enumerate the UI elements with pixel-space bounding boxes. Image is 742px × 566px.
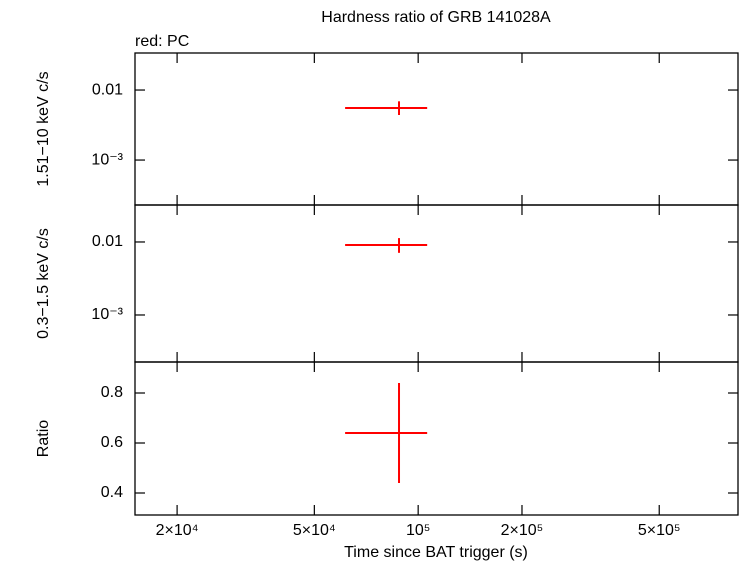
x-tick-label: 10⁵	[406, 522, 430, 539]
y-axis-label: 0.3−1.5 keV c/s	[35, 228, 52, 339]
y-tick-label: 0.8	[101, 384, 123, 401]
x-tick-label: 2×10⁵	[501, 522, 544, 539]
y-tick-label: 10⁻³	[91, 306, 123, 323]
x-tick-label: 5×10⁵	[638, 522, 681, 539]
plot-frame	[134, 52, 739, 206]
plot-frame	[134, 204, 739, 363]
y-axis-label: 1.51−10 keV c/s	[35, 71, 52, 186]
x-tick-label: 2×10⁴	[156, 522, 199, 539]
y-tick-label: 0.6	[101, 434, 123, 451]
plot-frame	[134, 361, 739, 516]
x-tick-label: 5×10⁴	[293, 522, 336, 539]
y-tick-label: 0.4	[101, 484, 123, 501]
annotation: red: PC	[135, 33, 189, 50]
x-axis-label: Time since BAT trigger (s)	[344, 544, 528, 561]
y-tick-label: 0.01	[92, 81, 123, 98]
y-tick-label: 10⁻³	[91, 151, 123, 168]
y-tick-label: 0.01	[92, 233, 123, 250]
y-axis-label: Ratio	[35, 420, 52, 457]
chart-title: Hardness ratio of GRB 141028A	[321, 9, 551, 26]
